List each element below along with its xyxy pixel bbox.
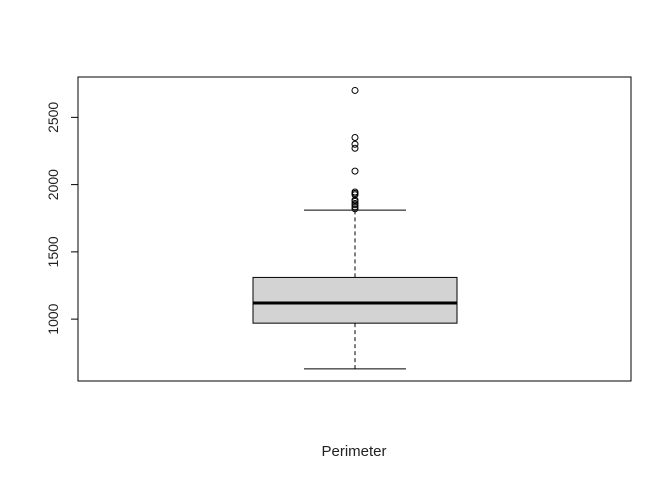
outlier-point [351,205,359,213]
plot-frame [77,76,632,382]
box-plot [252,209,458,370]
outlier-point [351,86,359,94]
outlier-point [351,140,359,148]
y-tick-label: 2500 [45,102,61,133]
outlier-point [351,188,359,196]
y-axis: 1000 1500 2000 2500 [45,102,79,335]
y-tick-label: 1500 [45,236,61,267]
iqr-box [252,276,458,324]
outlier-point [351,167,359,175]
outlier-point [351,196,359,204]
y-tick-label: 2000 [45,169,61,200]
x-axis-label: Perimeter [321,443,386,460]
outlier-point [351,199,359,207]
outlier-points [351,86,359,213]
y-tick-label: 1000 [45,303,61,334]
outlier-point [351,203,359,211]
outlier-point [351,144,359,152]
outlier-point [351,134,359,142]
